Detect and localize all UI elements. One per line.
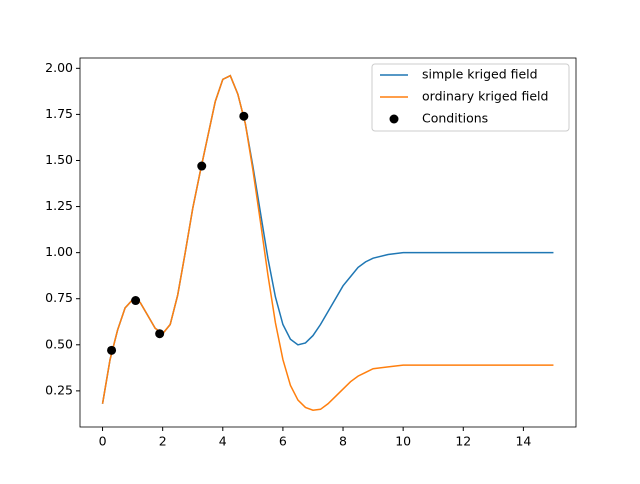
x-tick-label: 14: [515, 434, 531, 449]
x-tick-label: 6: [279, 434, 287, 449]
x-tick-label: 8: [339, 434, 347, 449]
x-tick-label: 0: [99, 434, 107, 449]
legend-label: Conditions: [422, 111, 488, 126]
condition-point: [131, 296, 141, 306]
legend-marker: [389, 114, 399, 124]
y-tick-label: 1.25: [45, 198, 73, 213]
x-tick-label: 10: [395, 434, 411, 449]
condition-point: [197, 161, 207, 171]
y-tick-label: 2.00: [45, 60, 73, 75]
condition-point: [239, 111, 249, 121]
line-series: [101, 74, 554, 411]
plot-frame: [79, 57, 577, 428]
legend-label: simple kriged field: [422, 67, 538, 82]
y-tick-label: 0.75: [45, 290, 73, 305]
legend-label: ordinary kriged field: [422, 89, 548, 104]
x-tick-label: 2: [159, 434, 167, 449]
condition-point: [107, 345, 117, 355]
legend-box: [371, 63, 570, 132]
x-tick-label: 4: [219, 434, 227, 449]
y-tick-label: 1.00: [45, 244, 73, 259]
y-tick-label: 0.25: [45, 382, 73, 397]
y-tick-label: 1.75: [45, 106, 73, 121]
x-tick-label: 12: [455, 434, 471, 449]
condition-point: [155, 329, 165, 339]
y-tick-label: 1.50: [45, 152, 73, 167]
y-tick-label: 0.50: [45, 336, 73, 351]
